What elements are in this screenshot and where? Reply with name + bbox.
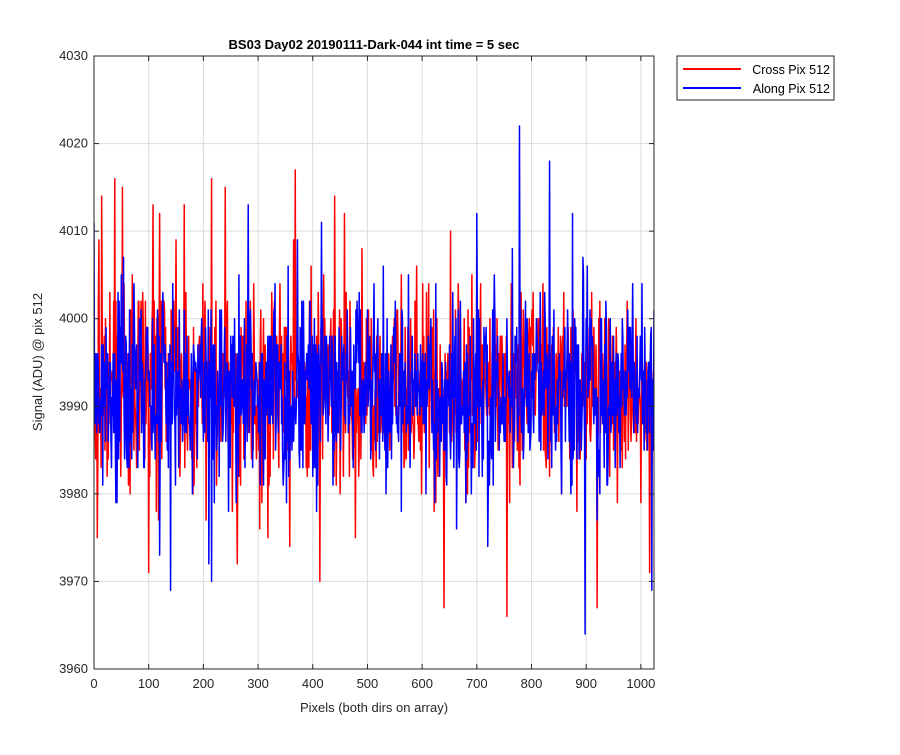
x-axis-label: Pixels (both dirs on array) xyxy=(300,700,448,715)
series-group xyxy=(94,125,654,635)
x-tick-label: 1000 xyxy=(626,676,655,691)
series-line-cross-pix xyxy=(94,169,654,618)
x-tick-label: 300 xyxy=(247,676,269,691)
x-tick-label: 100 xyxy=(138,676,160,691)
x-tick-label: 700 xyxy=(466,676,488,691)
legend-label-along: Along Pix 512 xyxy=(753,82,830,96)
ticks: 0 100 200 300 400 500 600 700 800 900 1000 3960 3970… xyxy=(59,48,655,691)
x-tick-label: 800 xyxy=(521,676,543,691)
x-tick-label: 0 xyxy=(90,676,97,691)
plot-frame xyxy=(93,55,655,670)
y-tick-label: 4000 xyxy=(59,311,88,326)
legend-box xyxy=(676,55,835,101)
legend: Cross Pix 512 Along Pix 512 xyxy=(676,55,835,101)
series-line-along-pix xyxy=(94,125,654,635)
legend-label-cross: Cross Pix 512 xyxy=(752,63,830,77)
y-axis-label: Signal (ADU) @ pix 512 xyxy=(30,293,45,431)
y-tick-label: 3970 xyxy=(59,573,88,588)
x-tick-label: 500 xyxy=(357,676,379,691)
x-tick-label: 600 xyxy=(411,676,433,691)
y-tick-label: 4030 xyxy=(59,48,88,63)
x-tick-label: 200 xyxy=(193,676,215,691)
y-tick-label: 3980 xyxy=(59,486,88,501)
x-tick-label: 900 xyxy=(575,676,597,691)
x-tick-label: 400 xyxy=(302,676,324,691)
y-tick-label: 4010 xyxy=(59,223,88,238)
y-tick-label: 4020 xyxy=(59,136,88,151)
chart-title: BS03 Day02 20190111-Dark-044 int time = … xyxy=(229,37,520,52)
y-tick-label: 3960 xyxy=(59,661,88,676)
y-tick-label: 3990 xyxy=(59,398,88,413)
